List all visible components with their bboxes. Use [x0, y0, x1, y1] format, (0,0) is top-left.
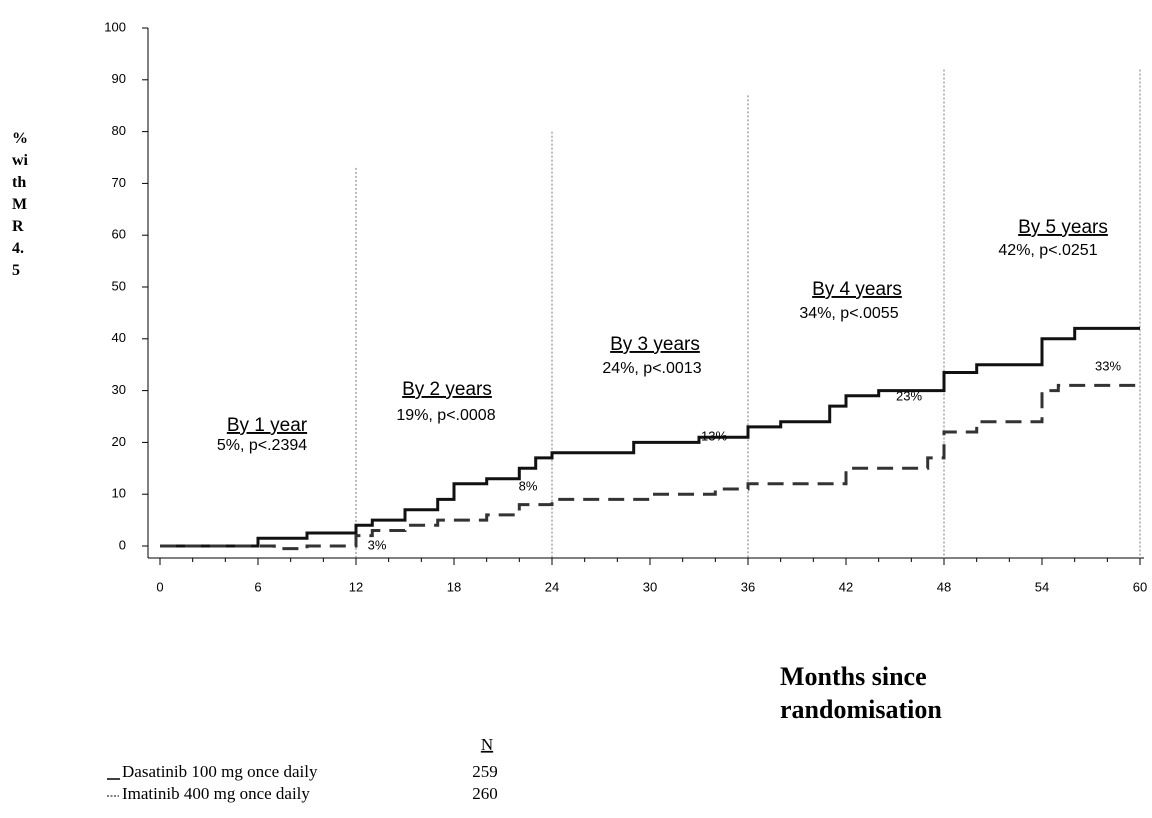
legend-n: 260 [472, 784, 498, 803]
x-tick-label: 0 [156, 579, 163, 594]
milestone-label: By 1 year [227, 415, 308, 436]
milestone-label: By 3 years [610, 334, 700, 355]
point-label: 8% [519, 478, 538, 493]
y-tick-label: 50 [112, 278, 126, 293]
milestone-label: By 5 years [1018, 217, 1108, 238]
point-label: 13% [701, 428, 727, 443]
x-tick-label: 30 [643, 579, 657, 594]
milestone-stat: 5%, p<.2394 [217, 437, 307, 454]
y-tick-label: 40 [112, 330, 126, 345]
y-tick-label: 60 [112, 227, 126, 242]
x-tick-label: 48 [937, 579, 951, 594]
y-tick-label: 100 [104, 19, 126, 34]
series-line [160, 326, 1140, 548]
x-tick-label: 60 [1133, 579, 1147, 594]
milestone-stat: 19%, p<.0008 [396, 407, 495, 424]
milestone-label: By 2 years [402, 379, 492, 400]
series-line [160, 383, 1140, 551]
point-label: 3% [368, 537, 387, 552]
legend-label: Imatinib 400 mg once daily [122, 784, 310, 803]
x-tick-label: 12 [349, 579, 363, 594]
milestone-stat: 34%, p<.0055 [799, 305, 898, 322]
y-tick-label: 10 [112, 486, 126, 501]
x-tick-label: 18 [447, 579, 461, 594]
milestone-stat: 42%, p<.0251 [998, 242, 1097, 259]
y-tick-label: 30 [112, 382, 126, 397]
y-tick-label: 70 [112, 175, 126, 190]
x-axis-title: Months since randomisation [780, 662, 942, 724]
x-tick-label: 6 [254, 579, 261, 594]
legend-n-header: N [481, 735, 493, 754]
x-tick-label: 42 [839, 579, 853, 594]
y-tick-label: 0 [119, 537, 126, 552]
y-tick-label: 20 [112, 434, 126, 449]
milestone-stat: 24%, p<.0013 [602, 360, 701, 377]
point-label: 33% [1095, 358, 1121, 373]
y-axis-title: % with MR 4.5 [12, 130, 28, 279]
milestone-label: By 4 years [812, 279, 902, 300]
point-label: 23% [896, 388, 922, 403]
y-tick-label: 80 [112, 123, 126, 138]
x-tick-label: 36 [741, 579, 755, 594]
y-tick-label: 90 [112, 71, 126, 86]
x-tick-label: 24 [545, 579, 559, 594]
legend-label: Dasatinib 100 mg once daily [122, 762, 318, 781]
legend-n: 259 [472, 762, 498, 781]
x-tick-label: 54 [1035, 579, 1049, 594]
